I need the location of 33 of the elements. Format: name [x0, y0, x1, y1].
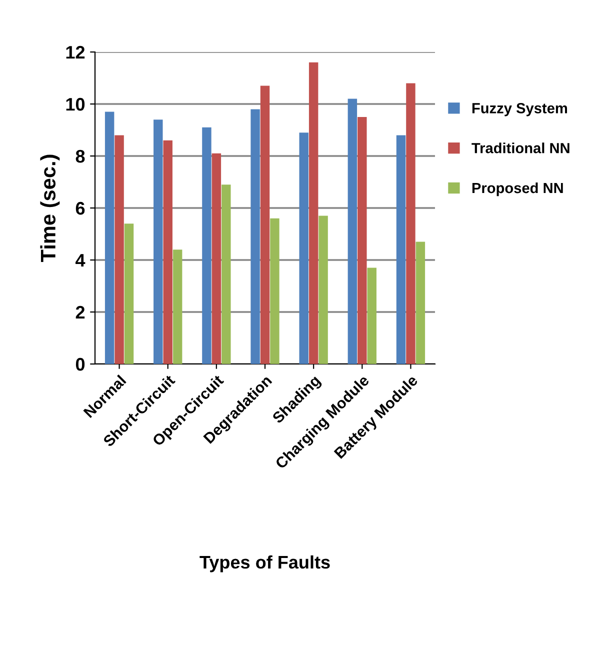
bar: [358, 117, 367, 364]
bar: [250, 109, 260, 364]
bar: [202, 127, 212, 364]
bar: [104, 112, 114, 364]
legend-label: Traditional NN: [472, 142, 570, 154]
bar: [318, 216, 328, 364]
y-tick-label: 10: [66, 98, 85, 111]
y-axis-title: Time (sec.): [40, 154, 60, 262]
y-tick-label: 12: [66, 46, 85, 59]
x-axis-title: Types of Faults: [200, 555, 330, 572]
y-tick-label: 0: [76, 358, 85, 371]
bar: [212, 153, 222, 364]
bar: [163, 140, 172, 364]
bar: [124, 224, 134, 364]
y-tick-label: 6: [76, 202, 85, 215]
bar: [172, 250, 182, 364]
bar: [396, 135, 406, 364]
bar: [367, 268, 376, 364]
bar: [416, 242, 426, 364]
bar: [260, 86, 270, 364]
bar: [222, 184, 231, 364]
bar: [308, 62, 318, 364]
bar: [154, 120, 163, 364]
bar: [299, 132, 308, 364]
legend-label: Fuzzy System: [472, 103, 567, 116]
bar: [348, 98, 358, 364]
bar: [270, 218, 280, 364]
y-tick-label: 8: [76, 150, 85, 163]
y-tick-label: 2: [76, 306, 85, 319]
y-tick-label: 4: [76, 254, 86, 267]
bar: [114, 135, 124, 364]
legend-label: Proposed NN: [472, 182, 563, 196]
bar: [406, 83, 416, 364]
